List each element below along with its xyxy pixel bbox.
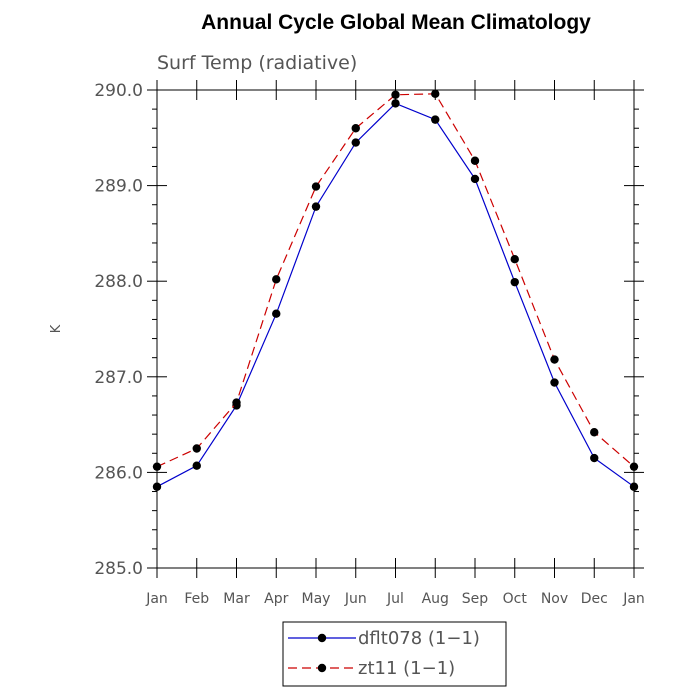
y-tick-label: 290.0	[94, 81, 143, 101]
series-0-point	[510, 277, 519, 287]
x-tick-label: Aug	[422, 591, 449, 607]
y-tick-label: 289.0	[94, 177, 143, 197]
x-tick-labels: Jan Feb Mar Apr May Jun Jul Aug Sep Oct Nov Dec Jan	[145, 591, 645, 607]
legend-label-0: dflt078 (1−1)	[358, 628, 480, 649]
series-0-point	[311, 202, 321, 211]
series-1-point	[590, 428, 599, 437]
chart-title: Annual Cycle Global Mean Climatology	[201, 11, 591, 34]
series-0-point	[152, 482, 162, 491]
series-1-point	[550, 355, 559, 364]
y-tick-label: 285.0	[94, 559, 143, 579]
y-tick-labels: 285.0 286.0 287.0 288.0 289.0 290.0	[94, 81, 143, 579]
series-0-point	[272, 309, 281, 318]
series-0-point	[550, 378, 559, 387]
series-0-point	[391, 99, 400, 108]
series-1-point	[629, 462, 639, 471]
y-tick-label: 288.0	[94, 272, 143, 292]
y-tick-label: 287.0	[94, 368, 143, 388]
x-tick-label: Dec	[581, 591, 608, 607]
y-tick-label: 286.0	[94, 463, 143, 483]
series-0-point	[351, 138, 360, 147]
x-tick-label: Jan	[622, 591, 645, 607]
series-0-point	[192, 461, 201, 470]
x-tick-label: May	[302, 591, 331, 607]
legend: dflt078 (1−1) zt11 (1−1)	[282, 621, 507, 687]
series-line-1	[156, 93, 635, 468]
x-tick-label: Jan	[145, 591, 168, 607]
tick-marks	[147, 80, 644, 578]
series-0-point	[470, 174, 480, 184]
series-0-point	[590, 453, 599, 463]
series-0-point	[629, 482, 639, 491]
x-tick-label: Jun	[344, 591, 367, 607]
y-axis-label: K	[49, 324, 64, 333]
x-tick-label: Feb	[184, 591, 209, 607]
plot-frame	[156, 89, 635, 569]
series-1-point	[391, 90, 400, 99]
legend-box	[282, 621, 507, 687]
series-1-point	[232, 398, 241, 407]
series-1-point	[272, 275, 281, 284]
series-1-point	[192, 444, 201, 453]
series-1-point	[470, 156, 480, 165]
x-tick-label: Nov	[541, 591, 568, 607]
series-0-point	[431, 115, 440, 124]
chart-subtitle: Surf Temp (radiative)	[157, 52, 357, 74]
x-tick-label: Oct	[503, 591, 528, 607]
series-group	[152, 89, 639, 491]
series-line-0	[156, 102, 635, 488]
series-1-point	[510, 255, 519, 264]
legend-marker-1	[317, 663, 327, 673]
series-1-point	[351, 124, 360, 133]
x-tick-label: Sep	[462, 591, 489, 607]
x-tick-label: Mar	[223, 591, 250, 607]
legend-label-1: zt11 (1−1)	[358, 658, 455, 679]
x-tick-label: Jul	[386, 591, 404, 607]
series-1-point	[311, 182, 321, 191]
series-1-point	[431, 89, 440, 99]
legend-marker-0	[317, 633, 327, 643]
x-tick-label: Apr	[264, 591, 288, 607]
series-1-point	[152, 462, 162, 471]
